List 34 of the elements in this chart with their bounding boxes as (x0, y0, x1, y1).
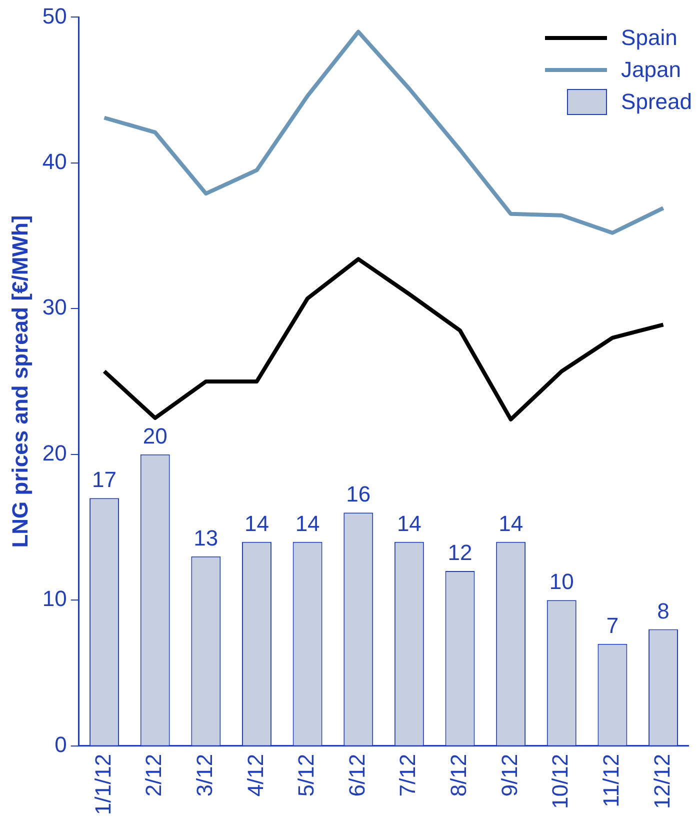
x-tick-label: 4/12 (242, 754, 268, 797)
data-label: 16 (346, 482, 371, 507)
x-tick-label: 11/12 (598, 754, 624, 808)
x-tick-label: 2/12 (141, 754, 166, 797)
data-label: 17 (92, 467, 117, 492)
x-tick-label: 12/12 (649, 754, 674, 809)
x-tick-label: 7/12 (395, 754, 420, 797)
y-axis-title: LNG prices and spread [€/MWh] (7, 215, 32, 548)
x-tick-label: 10/12 (548, 754, 573, 809)
x-tick-label: 8/12 (446, 754, 472, 797)
y-tick-label: 50 (42, 3, 67, 28)
x-tick-label: 9/12 (496, 754, 522, 797)
legend-label: Spain (621, 25, 678, 51)
data-label: 14 (396, 510, 422, 536)
data-label: 13 (194, 525, 218, 550)
data-label: 14 (295, 510, 320, 536)
data-label: 14 (244, 510, 269, 536)
x-tick-label: 1/1/12 (90, 754, 116, 816)
y-tick-label: 10 (42, 586, 67, 612)
legend-label: Spread (621, 89, 692, 115)
y-tick-label: 20 (42, 440, 67, 466)
legend-label: Japan (621, 57, 681, 83)
y-tick-label: 0 (54, 732, 67, 757)
y-tick-label: 40 (42, 148, 67, 174)
data-label: 20 (142, 423, 168, 448)
data-label: 10 (549, 569, 574, 594)
data-label: 12 (448, 540, 472, 566)
data-label: 14 (498, 510, 524, 536)
y-tick-label: 30 (42, 294, 67, 320)
data-label: 8 (657, 598, 670, 624)
data-label: 7 (606, 612, 619, 638)
x-tick-label: 3/12 (192, 754, 217, 797)
x-tick-label: 5/12 (294, 754, 319, 797)
x-tick-label: 6/12 (344, 754, 370, 797)
